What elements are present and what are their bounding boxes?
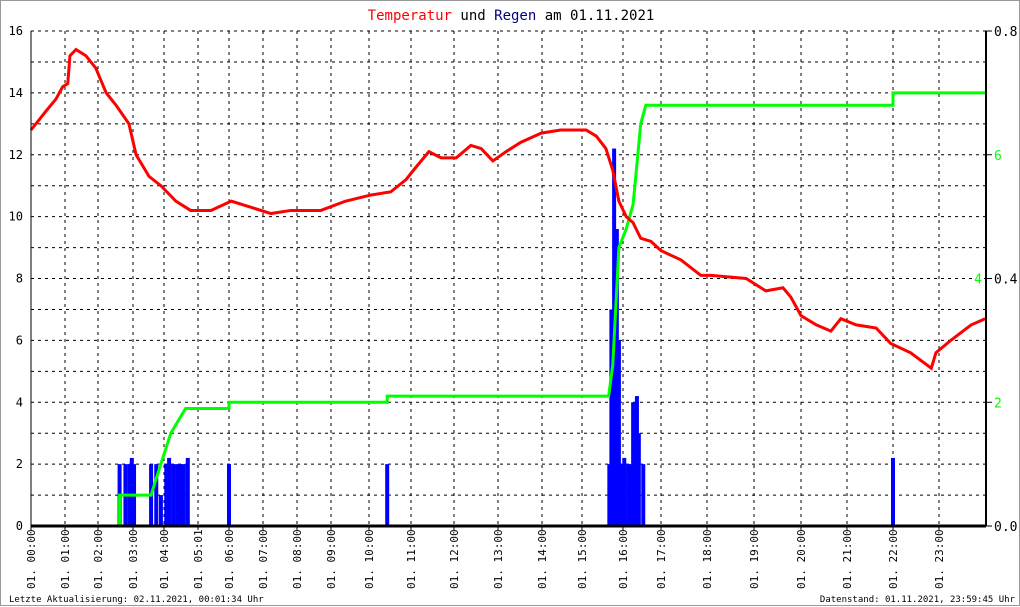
y-right-total-label-bg — [972, 269, 984, 285]
rain-bar — [609, 309, 614, 526]
rain-bar — [616, 340, 621, 526]
rain-bar — [891, 457, 895, 526]
rain-bar — [641, 464, 646, 526]
rain-bar — [631, 402, 636, 526]
title-date: am 01.11.2021 — [545, 8, 655, 24]
y-left-tick-label: 6 — [16, 333, 23, 347]
x-tick-label: 01. 18:00 — [701, 529, 714, 589]
rain-bar — [607, 464, 612, 526]
chart-title: Temperatur und Regen am 01.11.2021 — [368, 8, 655, 24]
x-tick-label: 01. 22:00 — [887, 529, 900, 589]
rain-bar — [614, 229, 619, 526]
y-right-rate-tick-label: 0.4 — [994, 273, 1018, 288]
x-tick-label: 01. 21:00 — [841, 529, 854, 589]
y-left-tick-label: 10 — [9, 210, 23, 224]
x-tick-label: 01. 10:00 — [363, 529, 376, 589]
y-right-total-tick-label: 4 — [974, 273, 982, 288]
x-tick-label: 01. 04:00 — [158, 529, 171, 589]
rain-bar — [626, 464, 631, 526]
rain-bar — [636, 433, 641, 526]
x-tick-label: 01. 20:00 — [795, 529, 808, 589]
x-tick-label: 01. 23:00 — [933, 529, 946, 589]
title-temperature: Temperatur — [368, 8, 452, 24]
y-left-tick-label: 2 — [16, 457, 23, 471]
x-tick-label: 01. 08:00 — [291, 529, 304, 589]
rain-bar — [175, 464, 180, 526]
x-tick-label: 01. 13:00 — [492, 529, 505, 589]
y-left-tick-label: 4 — [16, 395, 23, 409]
title-and: und — [460, 8, 485, 24]
rain-bar — [227, 464, 231, 526]
footer-data-status: Datenstand: 01.11.2021, 23:59:45 Uhr — [820, 595, 1016, 605]
y-left-tick-label: 0 — [16, 519, 23, 533]
y-left-tick-label: 14 — [9, 86, 23, 100]
y-left-tick-label: 8 — [16, 272, 23, 286]
y-right-total-tick-label: 6 — [994, 149, 1002, 164]
x-tick-label: 01. 03:00 — [127, 529, 140, 589]
x-tick-label: 01. 09:00 — [325, 529, 338, 589]
rain-bar — [154, 464, 159, 526]
rain-bar — [385, 464, 390, 526]
y-right-rate-tick-label: 0.0 — [994, 520, 1017, 535]
rain-bar — [179, 464, 183, 526]
x-tick-label: 01. 14:00 — [536, 529, 549, 589]
x-tick-label: 01. 19:00 — [748, 529, 761, 589]
x-tick-label: 01. 02:00 — [92, 529, 105, 589]
x-tick-label: 01. 12:00 — [448, 529, 461, 589]
rain-bar — [129, 457, 134, 526]
x-tick-label: 01. 00:00 — [25, 529, 38, 589]
y-left-tick-label: 12 — [9, 148, 23, 162]
rain-bar — [158, 495, 163, 526]
x-tick-label: 01. 07:00 — [257, 529, 270, 589]
y-right-rate-tick-label: 0.8 — [994, 25, 1017, 40]
rain-bar — [185, 457, 190, 526]
y-right-total-tick-label: 2 — [994, 396, 1002, 411]
x-tick-label: 01. 06:00 — [223, 529, 236, 589]
x-tick-label: 01. 05:01 — [192, 529, 205, 589]
rain-total-line — [118, 91, 986, 526]
x-tick-label: 01. 01:00 — [59, 529, 72, 589]
footer-last-update: Letzte Aktualisierung: 02.11.2021, 00:01… — [9, 595, 264, 605]
rain-bar — [167, 457, 172, 526]
temperature-line — [29, 47, 986, 371]
rain-bar — [622, 457, 627, 526]
rain-bar — [164, 464, 169, 526]
x-tick-label: 01. 15:00 — [576, 529, 589, 589]
y-left-tick-label: 16 — [9, 24, 23, 38]
x-tick-label: 01. 16:00 — [617, 529, 630, 589]
x-tick-label: 01. 11:00 — [405, 529, 418, 589]
title-rain: Regen — [494, 8, 536, 24]
x-tick-label: 01. 17:00 — [655, 529, 668, 589]
rain-bar — [171, 464, 176, 526]
rain-bar — [181, 464, 186, 526]
